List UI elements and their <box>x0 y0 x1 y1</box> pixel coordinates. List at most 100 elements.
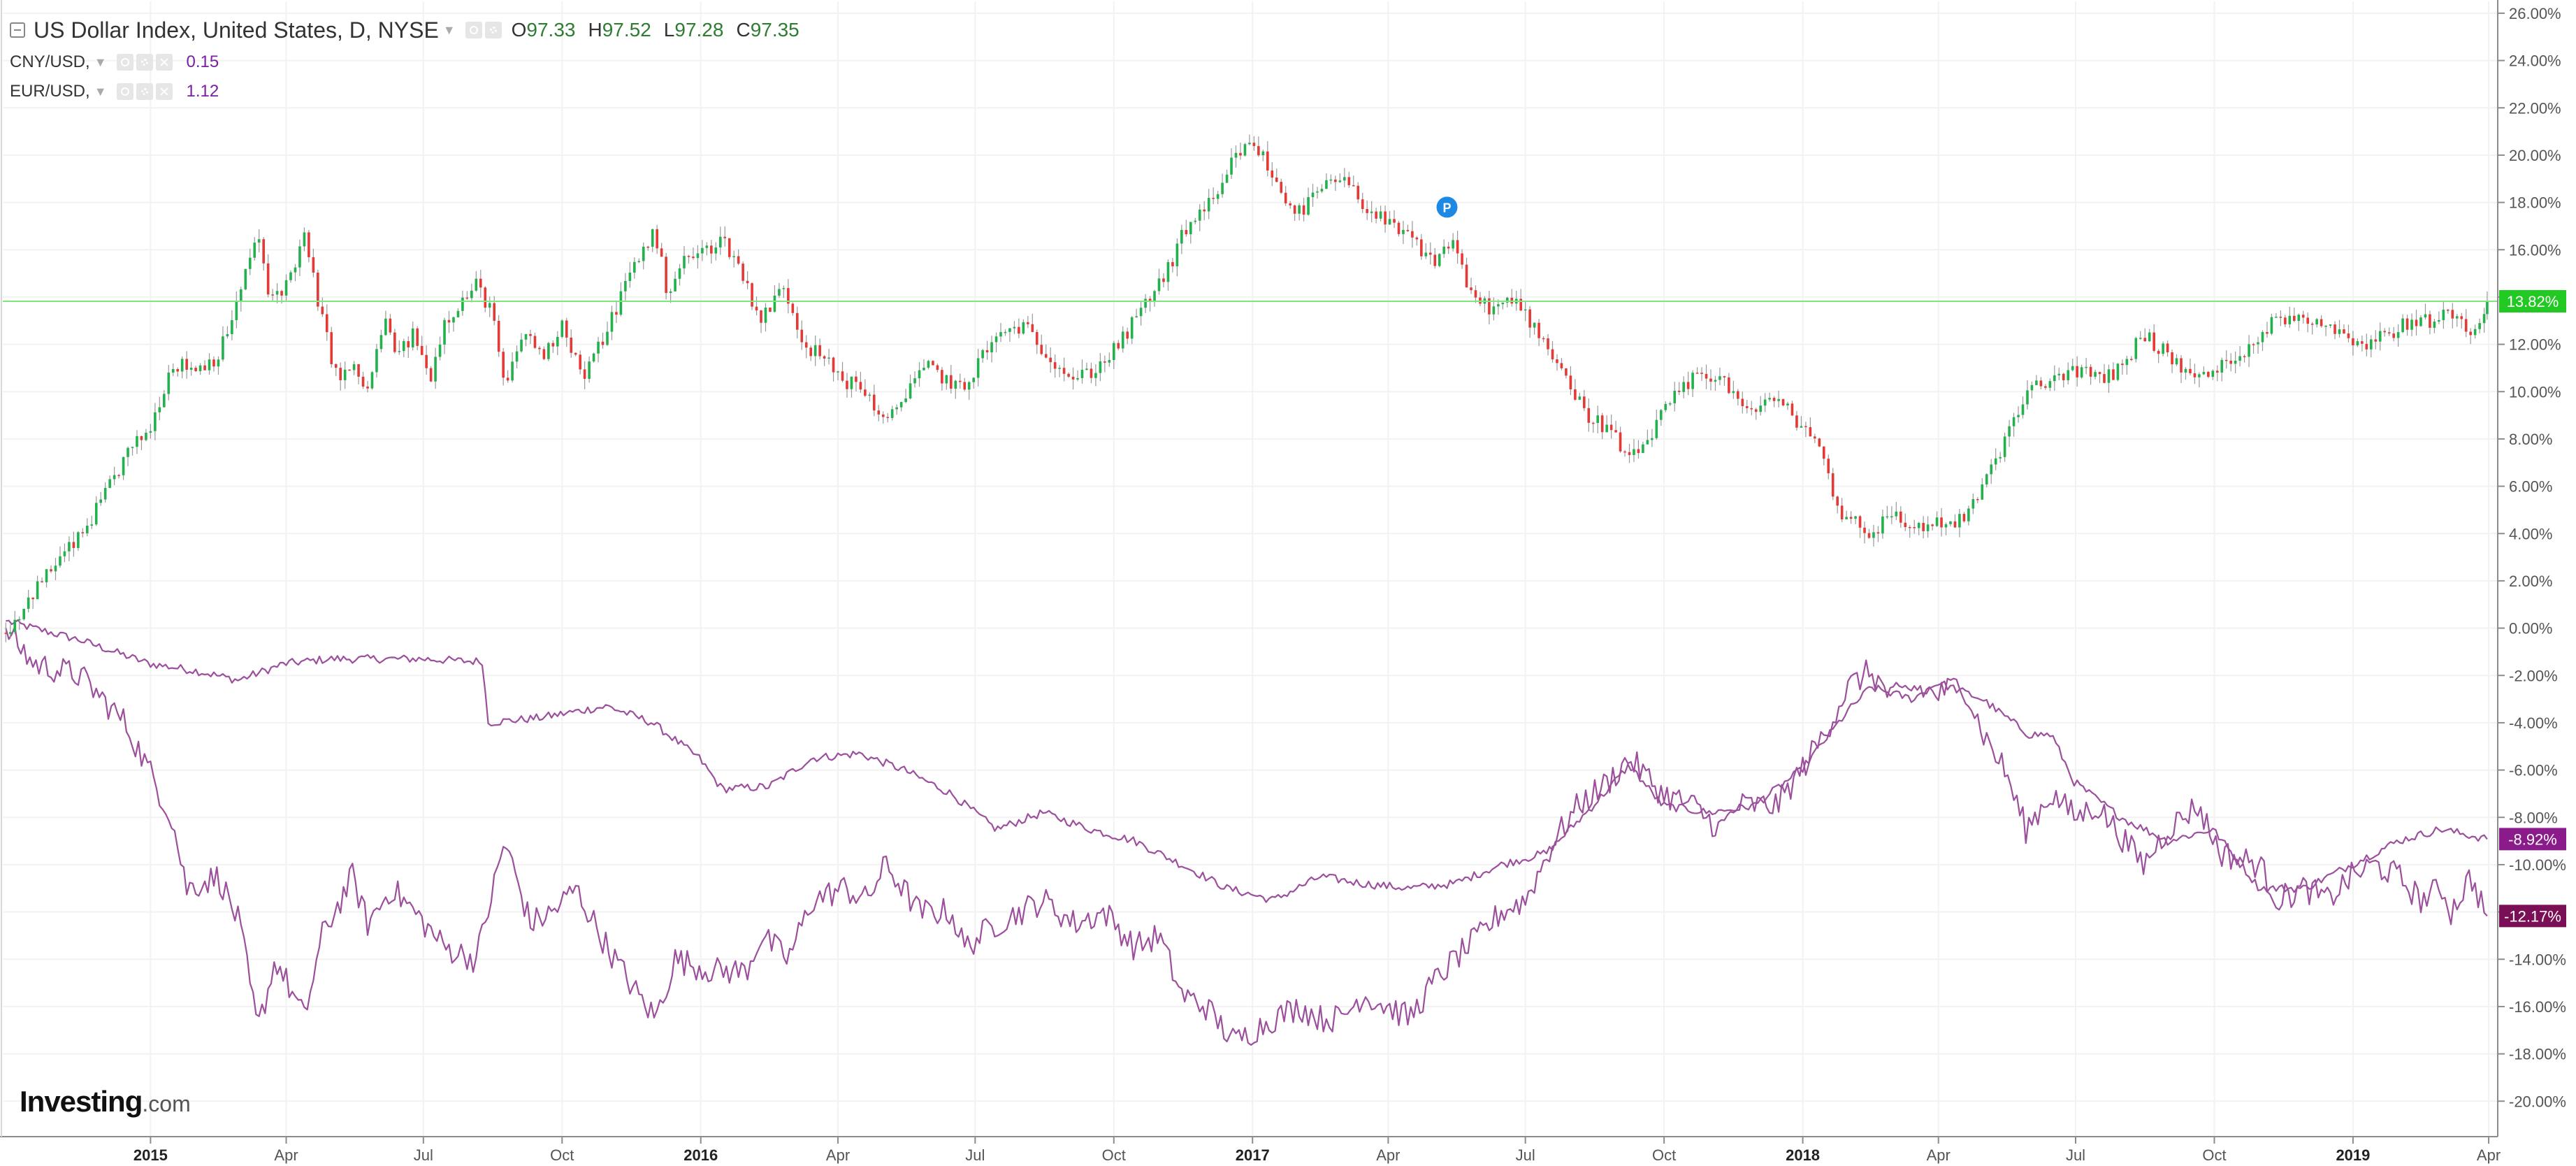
candle-body <box>1185 230 1188 235</box>
candle-body <box>909 383 912 398</box>
y-tick-label: -4.00% <box>2509 714 2558 732</box>
candle-body <box>2085 366 2087 368</box>
collapse-icon[interactable] <box>10 22 25 38</box>
candle-body <box>1519 298 1522 311</box>
candle-body <box>1027 322 1029 324</box>
candle-body <box>1560 363 1563 368</box>
candle-body <box>1334 179 1337 182</box>
candle-body <box>447 319 451 323</box>
gear-icon[interactable] <box>136 54 153 71</box>
candle-body <box>1836 496 1839 506</box>
candle-body <box>950 375 953 389</box>
candle-body <box>669 291 672 294</box>
candle-body <box>411 328 414 347</box>
candle-body <box>1958 514 1961 528</box>
chevron-down-icon[interactable]: ▼ <box>94 55 107 69</box>
price-tag-label: -12.17% <box>2504 907 2561 925</box>
candle-body <box>361 376 365 387</box>
candle-body <box>520 339 523 352</box>
candle-body <box>855 376 858 382</box>
candle-body <box>54 566 57 572</box>
candle-body <box>506 377 509 381</box>
candle-body <box>2125 359 2129 366</box>
y-tick-label: 26.00% <box>2509 5 2561 22</box>
main-series-title[interactable]: US Dollar Index, United States, D, NYSE <box>34 17 439 43</box>
y-tick-label: -6.00% <box>2509 762 2558 779</box>
candle-body <box>41 581 43 583</box>
candle-body <box>1944 524 1948 528</box>
candle-body <box>1166 261 1170 282</box>
y-tick-label: 20.00% <box>2509 147 2561 164</box>
candle-body <box>1189 222 1192 235</box>
gear-icon[interactable] <box>136 83 153 100</box>
candle-body <box>1565 368 1568 376</box>
series-value-cny: 0.15 <box>186 52 219 71</box>
candle-body <box>994 336 998 343</box>
candle-body <box>434 357 437 382</box>
candle-body <box>606 331 609 345</box>
candle-body <box>1591 422 1595 424</box>
candle-body <box>81 532 85 533</box>
candle-body <box>8 632 12 634</box>
x-tick-label: Apr <box>1927 1146 1951 1164</box>
candle-body <box>1361 199 1364 209</box>
candle-body <box>1234 152 1238 158</box>
candle-body <box>864 389 867 396</box>
eye-icon[interactable] <box>116 83 133 100</box>
candle-body <box>2288 315 2292 324</box>
candle-body <box>167 372 171 394</box>
candle-body <box>2451 310 2454 319</box>
candle-body <box>2180 358 2183 373</box>
candle-body <box>2252 344 2255 345</box>
candle-body <box>2261 332 2264 343</box>
candle-body <box>2405 318 2409 330</box>
candle-body <box>795 312 799 330</box>
legend-row-main: US Dollar Index, United States, D, NYSE … <box>10 13 812 48</box>
candle-body <box>2329 324 2332 326</box>
series-name-cny[interactable]: CNY/USD, <box>10 52 90 71</box>
candle-body <box>2306 317 2310 324</box>
candle-body <box>1804 426 1807 428</box>
gear-icon[interactable] <box>484 22 502 38</box>
candle-body <box>524 333 528 340</box>
investing-logo[interactable]: Investing.com <box>20 1085 191 1118</box>
candle-body <box>646 246 650 248</box>
candle-body <box>1257 145 1260 156</box>
candle-body <box>171 369 175 373</box>
candle-body <box>2333 324 2336 334</box>
candle-body <box>1790 403 1794 416</box>
candle-body <box>379 335 383 350</box>
candle-body <box>1745 406 1749 408</box>
series-name-eur[interactable]: EUR/USD, <box>10 82 90 101</box>
candle-body <box>1505 297 1509 303</box>
y-tick-label: 22.00% <box>2509 99 2561 117</box>
candle-body <box>899 402 903 408</box>
candle-body <box>2234 361 2237 364</box>
close-icon[interactable] <box>155 83 173 100</box>
candle-body <box>841 371 844 381</box>
candle-body <box>2112 369 2115 380</box>
candle-body <box>1705 373 1708 379</box>
eye-icon[interactable] <box>465 22 482 38</box>
candle-body <box>407 341 410 347</box>
candle-body <box>117 475 120 477</box>
candle-body <box>895 407 898 410</box>
chevron-down-icon[interactable]: ▼ <box>442 22 456 37</box>
candle-body <box>1890 516 1893 518</box>
candle-body <box>1596 415 1600 424</box>
chevron-down-icon[interactable]: ▼ <box>94 84 107 99</box>
candle-body <box>2103 374 2106 383</box>
close-icon[interactable] <box>155 54 173 71</box>
candle-body <box>579 354 581 370</box>
candle-body <box>1614 430 1617 433</box>
candle-body <box>1700 373 1703 374</box>
candle-body <box>665 257 667 294</box>
candle-body <box>1609 424 1613 431</box>
candle-body <box>656 229 658 249</box>
y-tick-label: -16.00% <box>2509 998 2566 1016</box>
candle-body <box>2193 373 2197 377</box>
candle-body <box>800 329 804 343</box>
eye-icon[interactable] <box>116 54 133 71</box>
candle-body <box>1858 516 1862 528</box>
